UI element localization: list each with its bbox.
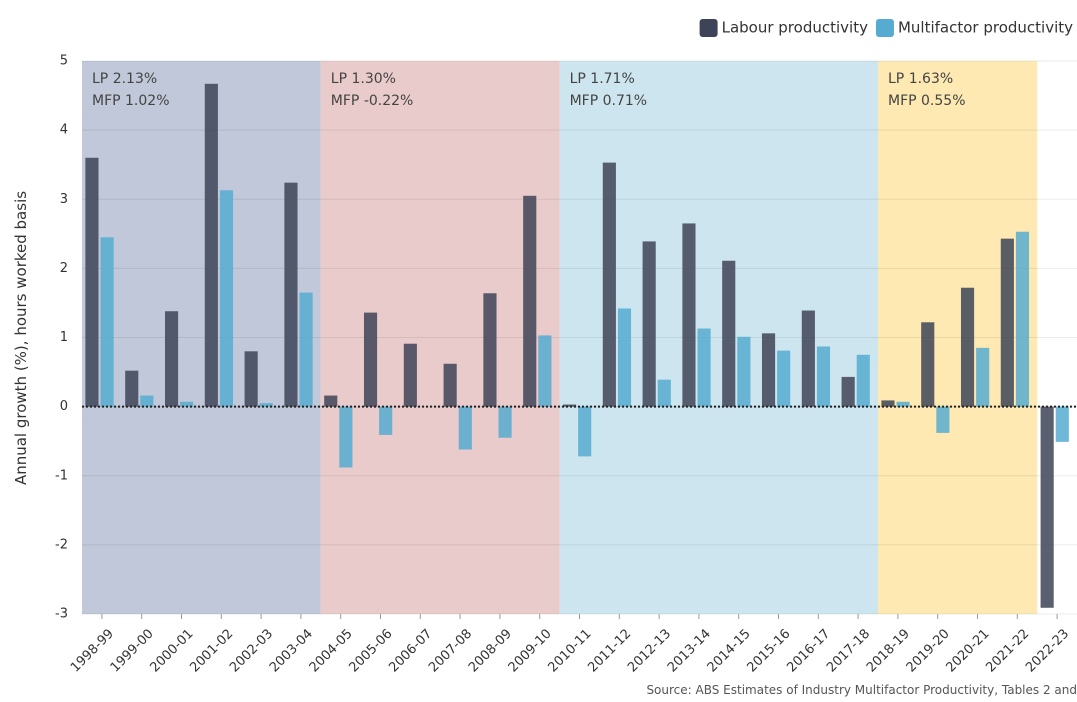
period-band [82, 61, 321, 614]
bar [921, 322, 935, 407]
y-tick-label: 2 [60, 261, 68, 276]
bar [1015, 231, 1030, 407]
bar [617, 308, 632, 407]
period-band [320, 61, 560, 614]
bar [801, 310, 815, 407]
legend-swatch [875, 19, 894, 37]
bar [443, 363, 457, 407]
y-tick-label: 5 [60, 54, 68, 69]
y-tick-label: -2 [55, 537, 68, 552]
period-note: MFP 0.71% [570, 93, 648, 109]
bar [642, 241, 656, 407]
bar [562, 404, 577, 407]
bar [538, 335, 552, 407]
bar [896, 401, 910, 407]
bar [841, 376, 855, 407]
bar [960, 287, 975, 407]
y-tick-label: -1 [55, 468, 68, 483]
bar [219, 190, 234, 407]
bar [682, 223, 696, 407]
bar [1040, 406, 1054, 608]
bar [881, 400, 895, 407]
bar [483, 293, 497, 407]
bar [324, 395, 338, 407]
bar [204, 83, 218, 407]
bar [244, 351, 258, 407]
bar [737, 336, 751, 407]
period-note: LP 1.30% [331, 71, 396, 87]
bar [498, 406, 512, 438]
legend-swatch [699, 19, 718, 37]
period-note: LP 2.13% [92, 71, 157, 87]
bar [379, 406, 393, 435]
bar [284, 182, 298, 407]
x-tick-label: 2022-23 [1023, 626, 1072, 675]
bar [1055, 406, 1069, 442]
y-axis-label: Annual growth (%), hours worked basis [12, 191, 30, 485]
bar [100, 237, 114, 407]
legend-label: Multifactor productivity [898, 19, 1073, 37]
period-note: LP 1.71% [570, 71, 635, 87]
y-tick-label: 0 [60, 399, 68, 414]
period-note: MFP 0.55% [888, 93, 966, 109]
bar [403, 343, 417, 407]
bar [458, 406, 472, 450]
bar [722, 260, 736, 407]
bar [602, 162, 616, 407]
period-note: MFP 1.02% [92, 93, 170, 109]
bar [140, 395, 154, 407]
period-note: MFP -0.22% [331, 93, 414, 109]
bar [976, 347, 990, 407]
bar [856, 354, 870, 407]
bar [1000, 238, 1014, 407]
bar [523, 195, 537, 407]
bar [697, 328, 711, 407]
bar [339, 406, 353, 468]
bar [761, 333, 776, 407]
bar [125, 370, 139, 407]
bar [816, 346, 831, 407]
bar [180, 401, 194, 407]
bar [578, 406, 592, 457]
bar [936, 406, 950, 433]
y-tick-label: 3 [60, 192, 68, 207]
y-tick-label: 4 [60, 123, 68, 138]
bar [299, 292, 313, 407]
y-tick-label: -3 [55, 607, 68, 622]
bar [259, 403, 273, 407]
legend-label: Labour productivity [722, 19, 868, 37]
source-note: Source: ABS Estimates of Industry Multif… [646, 683, 1077, 697]
bar [777, 350, 791, 407]
y-tick-label: 1 [60, 330, 68, 345]
bar [363, 312, 378, 407]
bar [85, 157, 99, 407]
bar [164, 311, 179, 407]
bar [657, 379, 671, 407]
period-note: LP 1.63% [888, 71, 953, 87]
